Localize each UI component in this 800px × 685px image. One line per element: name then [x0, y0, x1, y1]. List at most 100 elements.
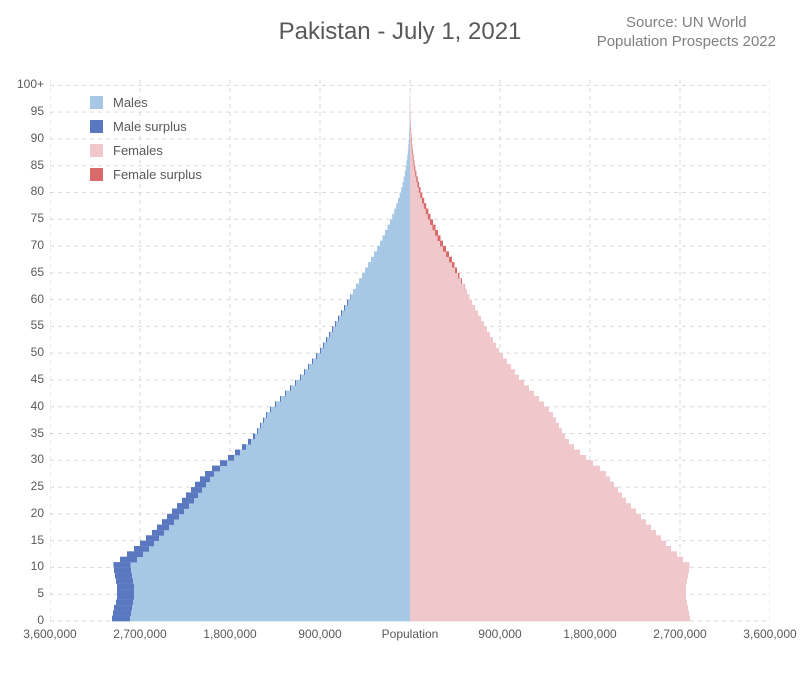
female-bar [410, 450, 580, 456]
male-bar [374, 251, 410, 257]
y-axis-tick-label: 45 [31, 372, 44, 386]
male-bar [388, 225, 411, 231]
female-bar [410, 369, 515, 375]
male-bar [394, 209, 410, 215]
female-bar [410, 546, 671, 552]
female-surplus-bar [415, 171, 416, 177]
female-surplus-bar [428, 214, 431, 220]
male-surplus-bar [320, 348, 321, 354]
y-axis-tick-label: 100+ [17, 77, 44, 91]
male-bar [320, 348, 410, 354]
male-bar [195, 482, 410, 488]
male-bar [242, 444, 410, 450]
male-bar [114, 567, 410, 573]
male-surplus-bar [116, 600, 133, 606]
male-surplus-bar [115, 573, 132, 579]
y-axis-tick-label: 5 [37, 586, 44, 600]
legend-swatch [90, 168, 103, 181]
female-bar [410, 551, 677, 557]
male-bar [408, 150, 410, 156]
female-surplus-bar [414, 166, 415, 172]
male-surplus-bar [157, 525, 169, 531]
male-surplus-bar [200, 476, 210, 482]
female-bar [410, 342, 496, 348]
female-surplus-bar [419, 187, 421, 193]
male-bar [404, 176, 410, 182]
female-bar [410, 294, 470, 300]
male-surplus-bar [182, 498, 194, 504]
y-axis-tick-label: 35 [31, 426, 44, 440]
female-bar [410, 385, 529, 391]
male-surplus-bar [290, 385, 291, 391]
male-surplus-bar [344, 305, 345, 311]
female-bar [410, 562, 690, 568]
female-bar [410, 241, 443, 247]
male-bar [117, 589, 410, 595]
male-surplus-bar [316, 353, 317, 359]
male-bar [408, 144, 410, 150]
male-surplus-bar [257, 428, 258, 434]
male-surplus-bar [112, 616, 130, 622]
male-surplus-bar [117, 594, 134, 600]
x-axis-tick-label: 2,700,000 [113, 627, 166, 641]
female-surplus-bar [413, 155, 414, 161]
male-bar [308, 364, 410, 370]
male-bar [212, 466, 410, 472]
female-bar [410, 310, 478, 316]
female-bar [410, 519, 646, 525]
female-bar [410, 375, 519, 381]
y-axis-tick-label: 90 [31, 131, 44, 145]
male-bar [220, 460, 410, 466]
female-bar [410, 423, 559, 429]
male-surplus-bar [263, 417, 264, 423]
legend: MalesMale surplusFemalesFemale surplus [90, 95, 202, 191]
male-bar [403, 182, 411, 188]
male-bar [167, 514, 410, 520]
y-axis-tick-label: 20 [31, 506, 44, 520]
male-bar [383, 235, 411, 241]
female-surplus-bar [422, 198, 424, 204]
male-bar [113, 610, 410, 616]
female-bar [410, 535, 661, 541]
male-bar [146, 535, 410, 541]
x-axis-tick-label: 900,000 [298, 627, 341, 641]
female-bar [410, 267, 457, 273]
male-bar [116, 578, 410, 584]
female-bar [410, 541, 666, 547]
male-bar [356, 284, 410, 290]
male-surplus-bar [266, 412, 267, 418]
legend-item: Female surplus [90, 167, 202, 182]
male-bar [270, 407, 410, 413]
female-bar [410, 503, 631, 509]
female-bar [410, 326, 487, 332]
female-bar [410, 380, 524, 386]
female-bar [410, 487, 618, 493]
male-surplus-bar [146, 535, 159, 541]
female-bar [410, 610, 689, 616]
female-bar [410, 525, 651, 531]
male-bar [405, 171, 410, 177]
male-surplus-bar [116, 578, 133, 584]
male-surplus-bar [167, 514, 179, 520]
male-bar [275, 401, 410, 407]
female-bar [410, 316, 481, 322]
male-bar [362, 273, 410, 279]
male-bar [235, 450, 410, 456]
female-bar [410, 594, 686, 600]
female-bar [410, 203, 426, 209]
female-bar [410, 246, 446, 252]
male-bar [353, 289, 410, 295]
male-bar [390, 219, 410, 225]
female-surplus-bar [452, 262, 455, 268]
female-surplus-bar [464, 284, 465, 290]
male-bar [409, 134, 410, 140]
male-bar [260, 423, 410, 429]
male-surplus-bar [220, 460, 227, 466]
female-surplus-bar [426, 209, 429, 215]
legend-label: Females [113, 143, 163, 158]
male-bar [326, 337, 410, 343]
legend-label: Male surplus [113, 119, 187, 134]
female-bar [410, 439, 569, 445]
male-bar [344, 305, 410, 311]
male-surplus-bar [308, 364, 309, 370]
